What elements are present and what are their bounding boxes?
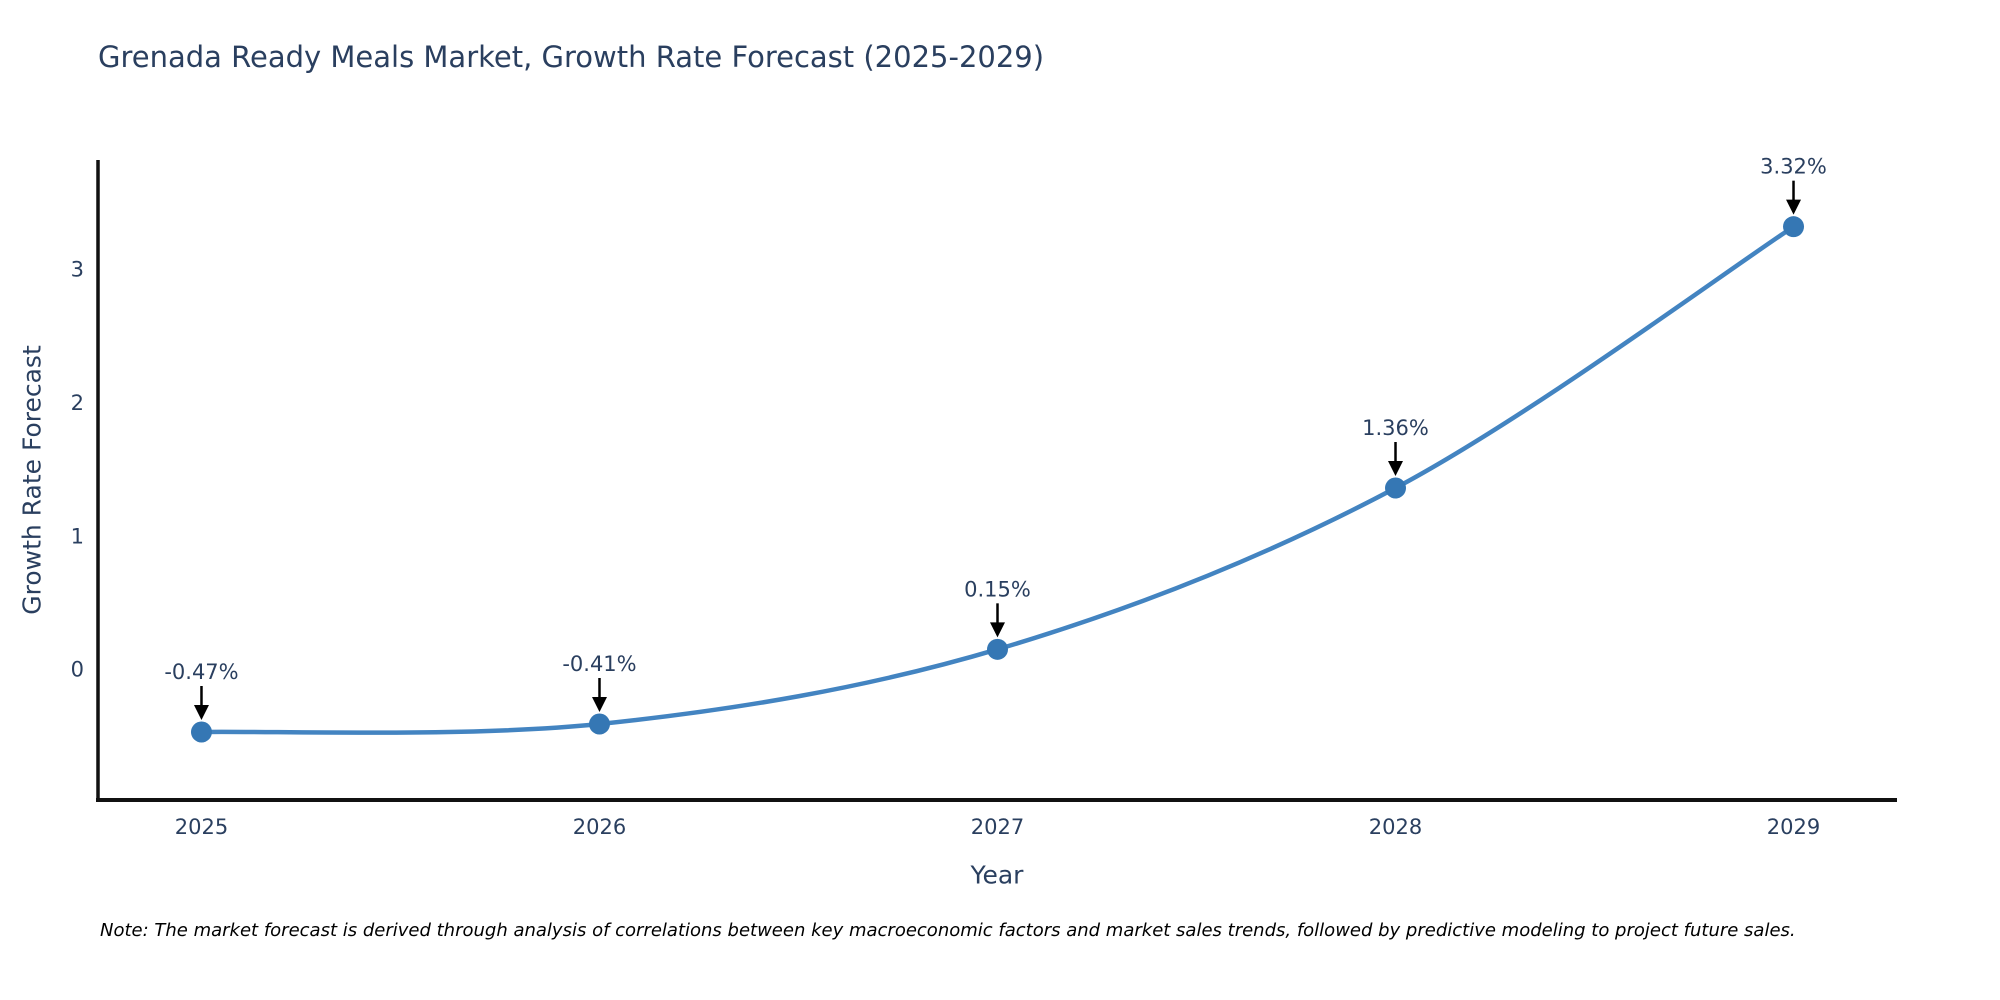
xaxis-title: Year	[970, 860, 1024, 890]
y-tick-label: 3	[71, 258, 84, 282]
x-tick-label: 2025	[175, 815, 228, 839]
annotation-label: 0.15%	[964, 577, 1031, 601]
data-point-2029[interactable]	[1783, 216, 1805, 238]
annotation-label: -0.47%	[164, 660, 238, 684]
data-point-2028[interactable]	[1385, 477, 1407, 499]
x-tick-label: 2028	[1369, 815, 1422, 839]
data-point-2027[interactable]	[987, 638, 1008, 660]
yaxis-title: Growth Rate Forecast	[17, 345, 47, 615]
chart-title: Grenada Ready Meals Market, Growth Rate …	[98, 40, 1045, 74]
annotation-arrow-head	[1388, 461, 1404, 476]
annotation-arrow-head	[591, 697, 607, 712]
annotation-arrow-head	[990, 622, 1005, 638]
x-tick-label: 2029	[1767, 815, 1820, 839]
annotation-label: 1.36%	[1362, 416, 1429, 440]
annotation-label: -0.41%	[562, 652, 636, 676]
data-point-2026[interactable]	[588, 713, 610, 735]
y-tick-label: 0	[71, 658, 84, 682]
x-tick-label: 2026	[573, 815, 626, 839]
annotation-label: 3.32%	[1760, 155, 1827, 179]
data-point-2025[interactable]	[190, 721, 212, 743]
footnote: Note: The market forecast is derived thr…	[100, 920, 1796, 941]
x-tick-label: 2027	[971, 815, 1024, 839]
annotation-arrow-head	[1786, 199, 1802, 215]
y-tick-label: 2	[71, 391, 84, 415]
annotation-arrow-head	[193, 705, 209, 720]
y-tick-label: 1	[71, 524, 84, 548]
